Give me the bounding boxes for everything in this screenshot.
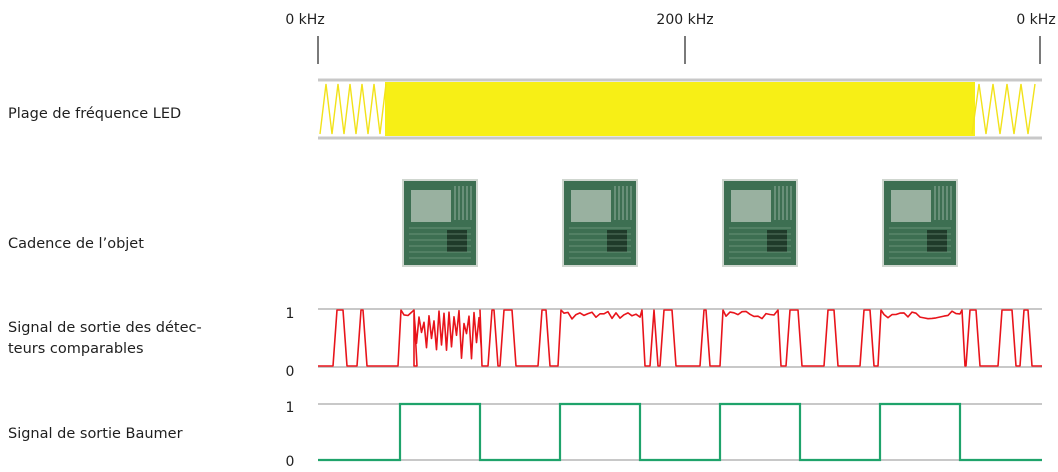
comparable-signal-trace: [318, 309, 1042, 367]
led-frequency-band: [318, 78, 1042, 140]
circuit-board-icon: [882, 179, 958, 267]
object-cadence-row: [402, 179, 958, 267]
comparable-signal-label-line2: teurs comparables: [8, 341, 144, 357]
frequency-axis: 0 kHz 200 kHz 0 kHz: [285, 12, 1056, 64]
circuit-board-icon: [402, 179, 478, 267]
freq-tick-label-mid: 200 kHz: [656, 12, 713, 28]
baumer-signal-trace: [318, 402, 1042, 462]
freq-tick-label-end: 0 kHz: [1016, 12, 1055, 28]
baumer-signal-label: Signal de sortie Baumer: [8, 426, 183, 442]
led-wave-left: [319, 83, 387, 135]
comparable-level-high-label: 1: [286, 306, 295, 322]
circuit-board-icon: [722, 179, 798, 267]
circuit-board-icon: [562, 179, 638, 267]
led-range-label: Plage de fréquence LED: [8, 106, 182, 122]
baumer-level-low-label: 0: [286, 454, 295, 468]
comparable-signal-plot: 1 0: [286, 306, 1042, 380]
object-cadence-label: Cadence de l’objet: [8, 236, 144, 252]
led-wave-right: [971, 83, 1036, 135]
baumer-signal-plot: 1 0: [286, 400, 1042, 470]
comparable-signal-label-line1: Signal de sortie des détec-: [8, 320, 202, 336]
comparable-level-low-label: 0: [286, 364, 295, 380]
freq-tick-label-start: 0 kHz: [285, 12, 324, 28]
baumer-level-high-label: 1: [286, 400, 295, 416]
led-band-dense-fill: [385, 82, 975, 136]
